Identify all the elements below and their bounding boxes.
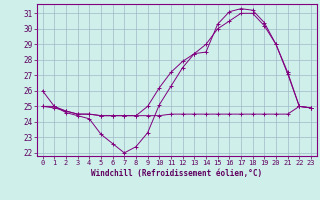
X-axis label: Windchill (Refroidissement éolien,°C): Windchill (Refroidissement éolien,°C) [91,169,262,178]
